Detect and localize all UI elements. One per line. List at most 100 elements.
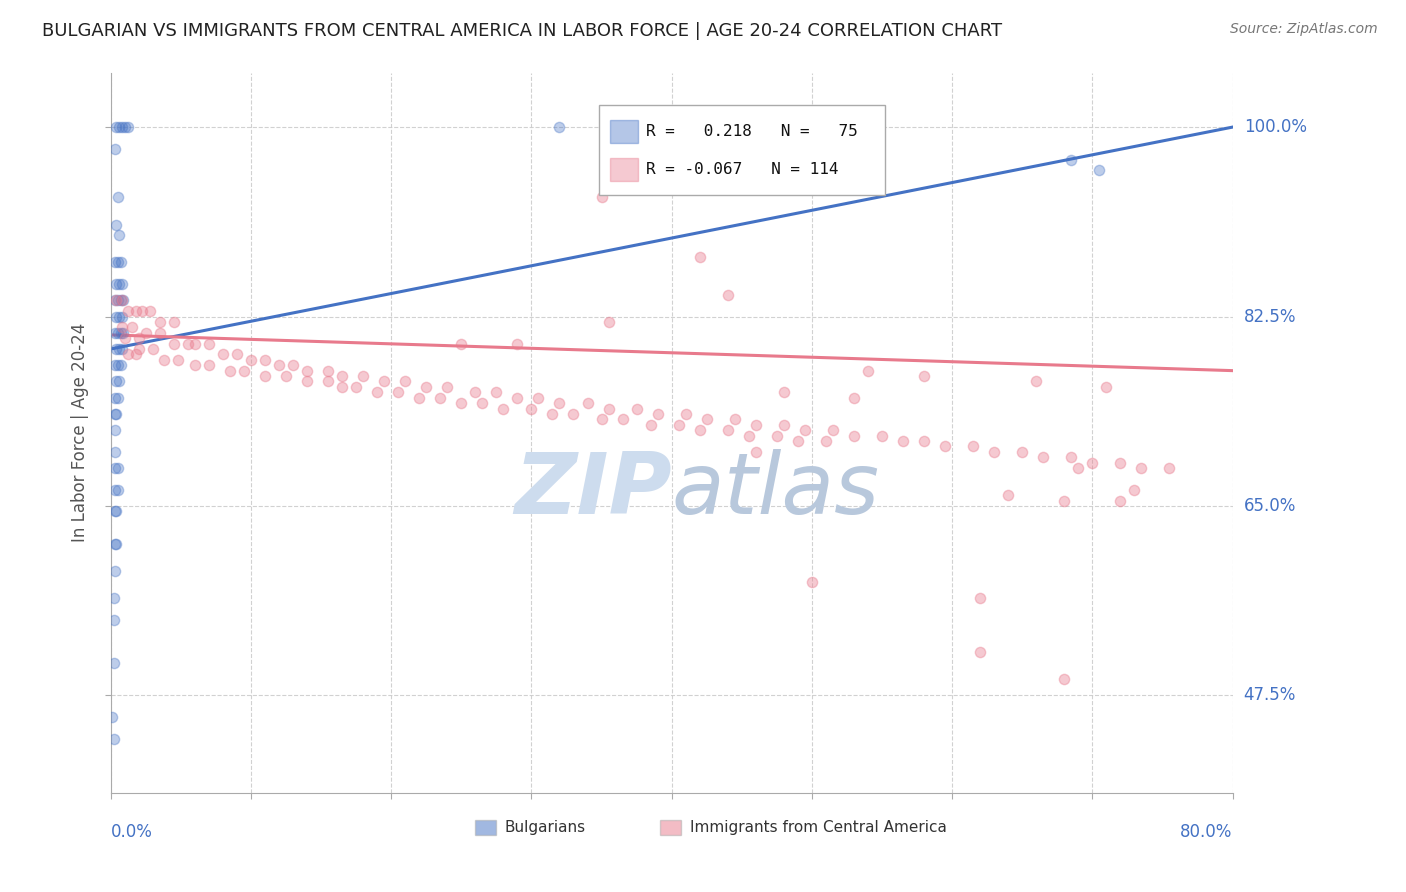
Point: [415, 380, 437, 394]
Point: [485, 385, 508, 400]
Point: [105, 504, 128, 518]
Point: [387, 385, 409, 400]
Point: [104, 142, 127, 156]
Point: [104, 293, 127, 308]
Point: [352, 369, 374, 384]
Point: [786, 434, 808, 448]
Point: [506, 391, 529, 405]
Point: [562, 407, 585, 421]
Point: [108, 375, 131, 389]
Point: [591, 412, 613, 426]
Point: [107, 391, 129, 405]
Point: [105, 310, 128, 324]
Point: [1088, 163, 1111, 178]
Point: [103, 613, 125, 627]
Point: [506, 336, 529, 351]
Point: [793, 423, 815, 437]
Point: [724, 412, 747, 426]
FancyBboxPatch shape: [599, 105, 884, 195]
Point: [295, 375, 318, 389]
Point: [104, 407, 127, 421]
Point: [912, 434, 935, 448]
Point: [108, 228, 131, 243]
Point: [110, 358, 132, 372]
Point: [527, 391, 550, 405]
Point: [281, 358, 304, 372]
Point: [689, 423, 711, 437]
Point: [647, 407, 669, 421]
Point: [962, 439, 984, 453]
Point: [1109, 456, 1132, 470]
Point: [316, 375, 339, 389]
Point: [104, 445, 127, 459]
Point: [103, 731, 125, 746]
Text: 65.0%: 65.0%: [1244, 497, 1296, 515]
Y-axis label: In Labor Force | Age 20-24: In Labor Force | Age 20-24: [72, 323, 89, 542]
Point: [107, 293, 129, 308]
Point: [111, 120, 134, 134]
Point: [408, 391, 430, 405]
Point: [344, 380, 367, 394]
Point: [891, 434, 914, 448]
Point: [640, 417, 662, 432]
Point: [969, 591, 991, 605]
Point: [295, 364, 318, 378]
Point: [856, 364, 879, 378]
Point: [765, 428, 787, 442]
Point: [598, 315, 620, 329]
Point: [121, 320, 143, 334]
Point: [717, 423, 740, 437]
Point: [104, 326, 127, 340]
Point: [1159, 461, 1181, 475]
Text: Source: ZipAtlas.com: Source: ZipAtlas.com: [1230, 22, 1378, 37]
Point: [105, 342, 128, 356]
Point: [167, 352, 190, 367]
Point: [274, 369, 297, 384]
Point: [128, 342, 150, 356]
Point: [450, 336, 472, 351]
Point: [107, 461, 129, 475]
Point: [111, 342, 134, 356]
Text: ZIP: ZIP: [515, 449, 672, 532]
Point: [934, 439, 956, 453]
Point: [105, 277, 128, 291]
Point: [219, 364, 242, 378]
Point: [520, 401, 543, 416]
Point: [717, 288, 740, 302]
Point: [114, 120, 136, 134]
Point: [969, 645, 991, 659]
Point: [111, 320, 134, 334]
Point: [1095, 380, 1118, 394]
Point: [112, 293, 135, 308]
Point: [492, 401, 515, 416]
Point: [105, 537, 128, 551]
Point: [117, 120, 139, 134]
Point: [842, 428, 865, 442]
Point: [212, 347, 235, 361]
Point: [1053, 672, 1076, 686]
Point: [163, 336, 186, 351]
Point: [142, 342, 165, 356]
Point: [104, 483, 127, 497]
Point: [103, 656, 125, 670]
Point: [184, 336, 207, 351]
Point: [1011, 445, 1033, 459]
Point: [436, 380, 458, 394]
Point: [111, 277, 134, 291]
Point: [330, 380, 353, 394]
Point: [1053, 493, 1076, 508]
Point: [149, 326, 172, 340]
Point: [125, 347, 148, 361]
Point: [1130, 461, 1153, 475]
Text: 80.0%: 80.0%: [1180, 823, 1233, 841]
Point: [1067, 461, 1090, 475]
Point: [842, 391, 865, 405]
Point: [128, 331, 150, 345]
Point: [110, 326, 132, 340]
Point: [105, 293, 128, 308]
Point: [104, 391, 127, 405]
Point: [107, 483, 129, 497]
Point: [696, 412, 718, 426]
Point: [108, 310, 131, 324]
Text: atlas: atlas: [672, 449, 880, 532]
